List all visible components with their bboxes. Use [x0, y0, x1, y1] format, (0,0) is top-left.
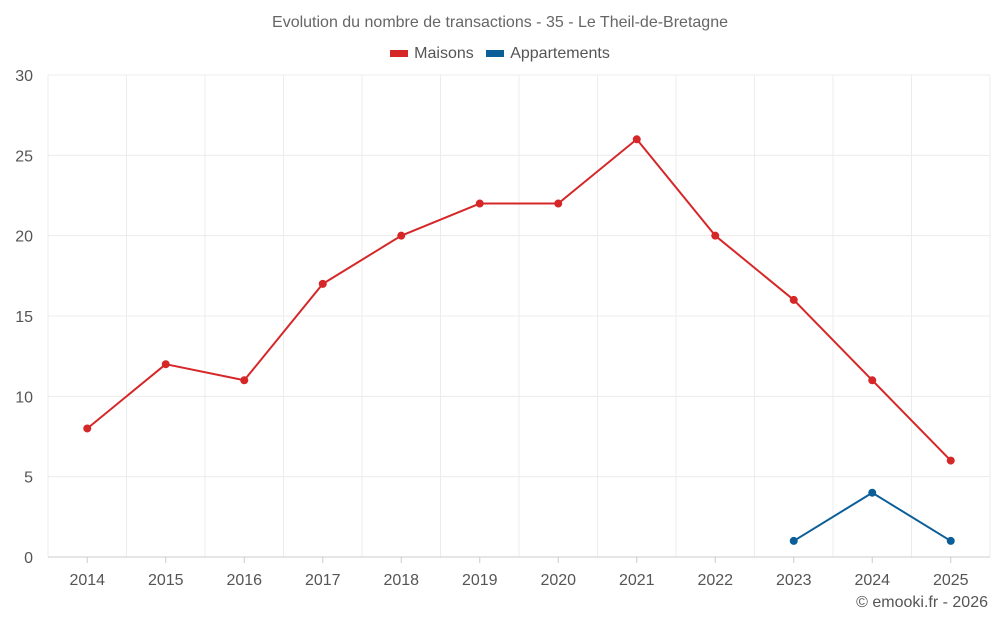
x-tick-label: 2017: [305, 572, 341, 589]
data-point-maisons-2025[interactable]: [946, 456, 955, 465]
data-point-maisons-2014[interactable]: [83, 424, 92, 433]
series-line-appartements: [793, 491, 952, 542]
data-point-maisons-2020[interactable]: [554, 199, 563, 208]
y-tick-label: 30: [15, 68, 33, 85]
x-tick-label: 2015: [148, 572, 184, 589]
copyright-credit: © emooki.fr - 2026: [856, 594, 988, 611]
data-point-maisons-2022[interactable]: [711, 231, 720, 240]
series-line-maisons: [86, 138, 952, 462]
data-point-maisons-2021[interactable]: [632, 135, 641, 144]
x-tick-label: 2019: [462, 572, 498, 589]
chart-title: Evolution du nombre de transactions - 35…: [272, 14, 728, 31]
data-point-maisons-2019[interactable]: [475, 199, 484, 208]
legend-label-appartements: Appartements: [510, 44, 610, 62]
x-tick-label: 2022: [697, 572, 733, 589]
data-point-maisons-2023[interactable]: [789, 295, 798, 304]
x-tick-label: 2020: [540, 572, 576, 589]
legend-swatch-maisons: [390, 50, 409, 57]
data-point-appartements-2023[interactable]: [789, 536, 798, 545]
data-point-maisons-2024[interactable]: [868, 376, 877, 385]
series-layer: [83, 135, 955, 545]
x-tick-label: 2024: [854, 572, 890, 589]
y-tick-label: 15: [15, 309, 33, 326]
data-point-maisons-2017[interactable]: [318, 279, 327, 288]
legend-item-maisons[interactable]: Maisons: [390, 45, 474, 63]
legend-item-appartements[interactable]: Appartements: [486, 45, 610, 63]
chart-legend: Maisons Appartements: [0, 44, 1000, 63]
x-tick-label: 2014: [69, 572, 105, 589]
x-tick-label: 2025: [933, 572, 969, 589]
data-point-maisons-2015[interactable]: [161, 360, 170, 369]
x-tick-label: 2018: [383, 572, 419, 589]
x-tick-label: 2023: [776, 572, 812, 589]
y-tick-label: 25: [15, 148, 33, 165]
y-tick-label: 10: [15, 389, 33, 406]
grid-layer: [47, 74, 991, 557]
legend-swatch-appartements: [486, 50, 505, 57]
data-point-appartements-2025[interactable]: [946, 536, 955, 545]
y-tick-label: 0: [24, 550, 33, 567]
data-point-appartements-2024[interactable]: [868, 488, 877, 497]
data-point-maisons-2018[interactable]: [397, 231, 406, 240]
data-point-maisons-2016[interactable]: [240, 376, 249, 385]
x-tick-label: 2021: [619, 572, 655, 589]
legend-label-maisons: Maisons: [414, 44, 474, 62]
y-tick-label: 5: [24, 470, 33, 487]
y-tick-label: 20: [15, 229, 33, 246]
x-tick-label: 2016: [226, 572, 262, 589]
